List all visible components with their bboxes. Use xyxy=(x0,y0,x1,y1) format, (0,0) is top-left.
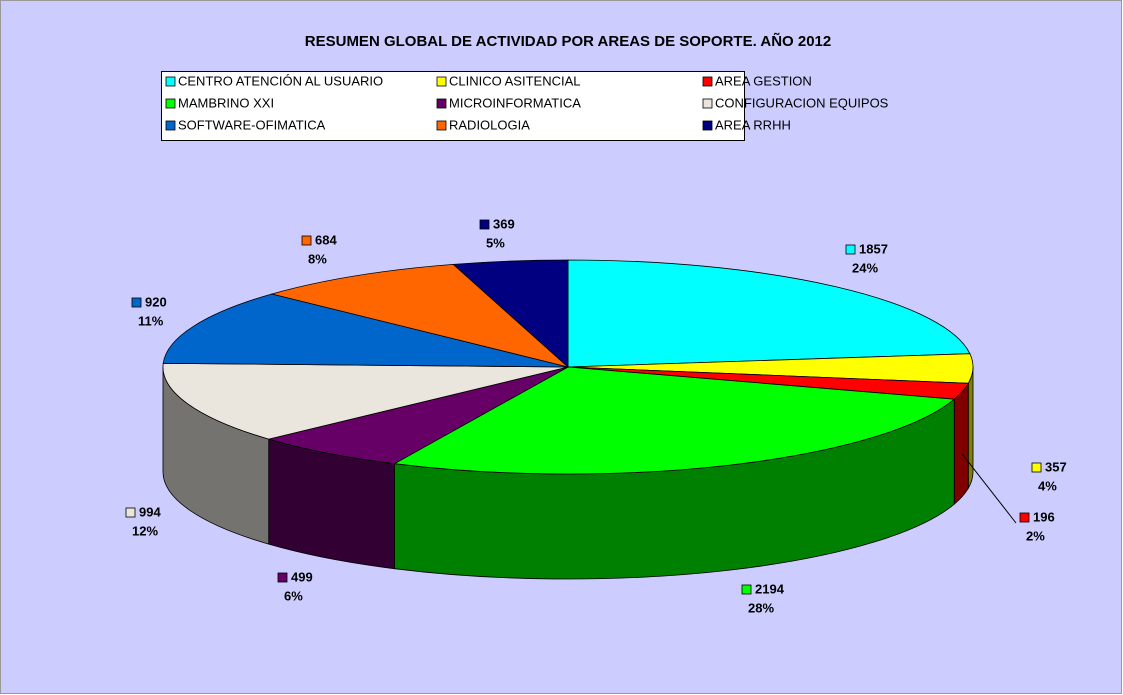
data-label: 499 xyxy=(291,569,313,584)
percent-label: 12% xyxy=(132,523,158,538)
legend-box xyxy=(161,71,745,141)
legend-swatch xyxy=(165,120,176,131)
legend-swatch xyxy=(436,98,447,109)
legend-label: CLINICO ASITENCIAL xyxy=(449,73,580,88)
label-swatch xyxy=(125,507,136,518)
slice xyxy=(162,362,569,440)
slice xyxy=(452,259,569,368)
label-swatch xyxy=(277,572,288,583)
legend-label: MICROINFORMATICA xyxy=(449,95,581,110)
slice xyxy=(270,263,569,368)
legend-label: SOFTWARE-OFIMATICA xyxy=(178,117,326,132)
percent-label: 28% xyxy=(748,600,774,615)
legend-swatch xyxy=(702,76,713,87)
percent-label: 2% xyxy=(1026,528,1045,543)
slice xyxy=(267,366,569,465)
slice xyxy=(567,259,971,368)
leader-line xyxy=(962,454,1017,524)
data-label: 920 xyxy=(145,294,167,309)
data-label: 357 xyxy=(1045,459,1067,474)
data-label: 684 xyxy=(315,232,337,247)
percent-label: 5% xyxy=(486,235,505,250)
data-label: 2194 xyxy=(755,581,785,596)
legend-label: AREA RRHH xyxy=(715,117,791,132)
label-swatch xyxy=(301,235,312,246)
percent-label: 8% xyxy=(308,251,327,266)
legend-swatch xyxy=(702,120,713,131)
legend-swatch xyxy=(436,76,447,87)
label-swatch xyxy=(479,219,490,230)
percent-label: 24% xyxy=(852,260,878,275)
legend-label: AREA GESTION xyxy=(715,73,812,88)
percent-label: 6% xyxy=(284,588,303,603)
legend-label: MAMBRINO XXI xyxy=(178,95,274,110)
legend-swatch xyxy=(702,98,713,109)
label-swatch xyxy=(1031,462,1042,473)
data-label: 994 xyxy=(139,504,161,519)
label-swatch xyxy=(741,584,752,595)
label-swatch xyxy=(845,244,856,255)
legend-label: RADIOLOGIA xyxy=(449,117,530,132)
legend-swatch xyxy=(436,120,447,131)
percent-label: 11% xyxy=(138,313,164,328)
legend-label: CONFIGURACION EQUIPOS xyxy=(715,95,889,110)
data-label: 1857 xyxy=(859,241,888,256)
legend-swatch xyxy=(165,76,176,87)
data-label: 369 xyxy=(493,216,515,231)
chart-title: RESUMEN GLOBAL DE ACTIVIDAD POR AREAS DE… xyxy=(305,32,831,50)
slice xyxy=(393,366,956,475)
label-swatch xyxy=(1019,512,1030,523)
data-label: 196 xyxy=(1033,509,1055,524)
percent-label: 4% xyxy=(1038,478,1057,493)
legend-swatch xyxy=(165,98,176,109)
label-swatch xyxy=(131,297,142,308)
legend-label: CENTRO ATENCIÓN AL USUARIO xyxy=(178,73,383,88)
slice-side xyxy=(953,381,969,506)
slice-side xyxy=(967,366,974,490)
slice xyxy=(162,293,569,368)
